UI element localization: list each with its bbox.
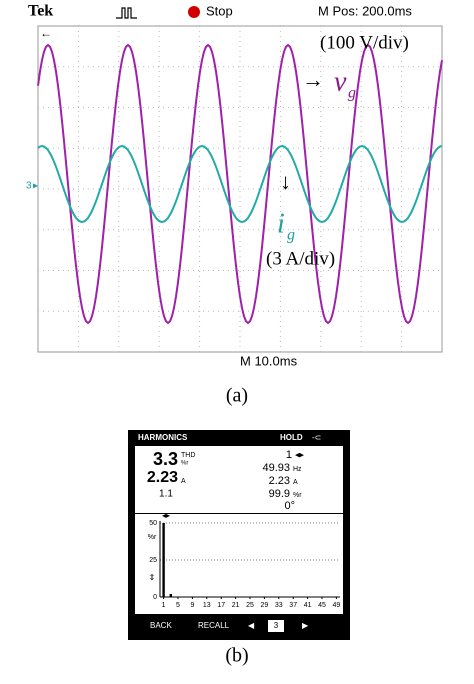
x-tick-label: 41 (304, 602, 312, 609)
fund-percent-unit: %r (293, 492, 302, 499)
phase: 0° (284, 500, 295, 512)
bar (162, 523, 165, 597)
footer-recall[interactable]: RECALL (198, 621, 230, 630)
x-tick-label: 25 (246, 602, 254, 609)
cursor-arrows: ◂▸ (162, 511, 170, 520)
meter-icon: -⊂ (312, 433, 321, 442)
frequency: 49.93 (262, 462, 290, 474)
current-value: 2.23 (147, 469, 178, 486)
stop-dot (188, 6, 200, 18)
meter-header: HARMONICS (138, 433, 188, 442)
x-tick-label: 17 (217, 602, 225, 609)
y-label: %r (148, 534, 157, 541)
y-tick-label: 50 (149, 520, 157, 527)
channel-arrow: ▸ (33, 181, 38, 192)
voltage-arrow: → (302, 67, 324, 92)
current-scale: (3 A/div) (266, 248, 335, 269)
order: 1 (286, 449, 292, 461)
footer-next[interactable]: ▶ (302, 621, 309, 630)
voltage-scale: (100 V/div) (320, 32, 409, 53)
scope-screen (37, 25, 443, 353)
frequency-unit: Hz (293, 466, 302, 473)
ch-arrow: ← (40, 26, 52, 40)
position: M Pos: 200.0ms (318, 3, 412, 18)
thd-value: 3.3 (153, 449, 178, 469)
status: Stop (206, 3, 233, 18)
x-tick-label: 45 (318, 602, 326, 609)
x-tick-label: 13 (203, 602, 211, 609)
current-unit: A (181, 478, 186, 485)
y-tick-label: 0 (153, 594, 157, 601)
y-arrows: ⇕ (149, 573, 156, 582)
bars (162, 523, 172, 597)
footer-order[interactable]: 3 (274, 621, 279, 630)
timebase: M 10.0ms (240, 353, 298, 368)
thd-unit: %r (181, 461, 188, 467)
separator (135, 513, 343, 514)
fund-current: 2.23 (269, 475, 290, 487)
x-tick-label: 5 (176, 602, 180, 609)
meter-screen (135, 446, 343, 614)
footer-back[interactable]: BACK (150, 621, 172, 630)
x-tick-label: 49 (333, 602, 341, 609)
caption-a: (a) (226, 385, 248, 407)
caption-b: (b) (225, 645, 248, 667)
footer-box (268, 620, 284, 632)
brand: Tek (28, 3, 53, 20)
current-wave (37, 144, 443, 224)
current-arrow: ↓ (280, 169, 291, 194)
voltage-symbol: v (334, 66, 347, 97)
thd-label: THD (181, 452, 195, 459)
fund-current-unit: A (293, 479, 298, 486)
y-tick-label: 25 (149, 557, 157, 564)
voltage-sub: g (348, 85, 356, 102)
x-tick-label: 29 (261, 602, 269, 609)
x-tick-label: 9 (190, 602, 194, 609)
order-arrows: ◂▸ (295, 449, 305, 459)
current-symbol: i (277, 208, 285, 239)
fund-percent: 99.9 (269, 488, 290, 500)
bar (169, 594, 172, 597)
footer-prev[interactable]: ◀ (248, 621, 255, 630)
channel-marker: 3 (26, 181, 32, 192)
trigger-icon (116, 7, 137, 19)
harmonics-plot: 0 25 50 1 5 9 13 17 21 25 29 33 37 41 45 49 (149, 520, 341, 609)
voltage-wave (37, 43, 443, 325)
crest: 1.1 (159, 489, 173, 500)
x-tick-label: 1 (162, 602, 166, 609)
meter-hold: HOLD (280, 433, 303, 442)
x-tick-label: 37 (289, 602, 297, 609)
current-sub: g (287, 227, 295, 244)
x-tick-label: 33 (275, 602, 283, 609)
x-tick-label: 21 (232, 602, 240, 609)
